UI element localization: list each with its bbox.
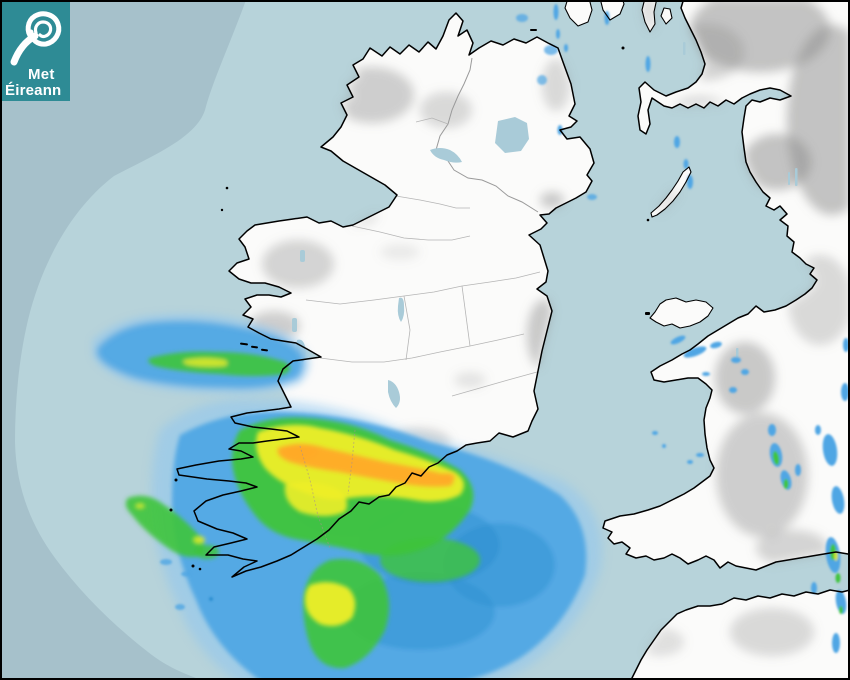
hurricane-swirl-icon — [10, 11, 62, 66]
lough-neagh — [495, 117, 529, 153]
logo-text-eireann: Éireann — [5, 82, 62, 99]
small-islands — [169, 29, 650, 571]
rain-cells-north — [160, 4, 693, 610]
met-eireann-logo: Met Éireann — [2, 2, 70, 101]
rain-cells-wales — [652, 335, 848, 653]
precipitation-layer — [92, 4, 848, 678]
logo-text-met: Met — [28, 66, 55, 83]
coastlines — [169, 2, 848, 678]
county-border-over-rain — [299, 429, 356, 549]
